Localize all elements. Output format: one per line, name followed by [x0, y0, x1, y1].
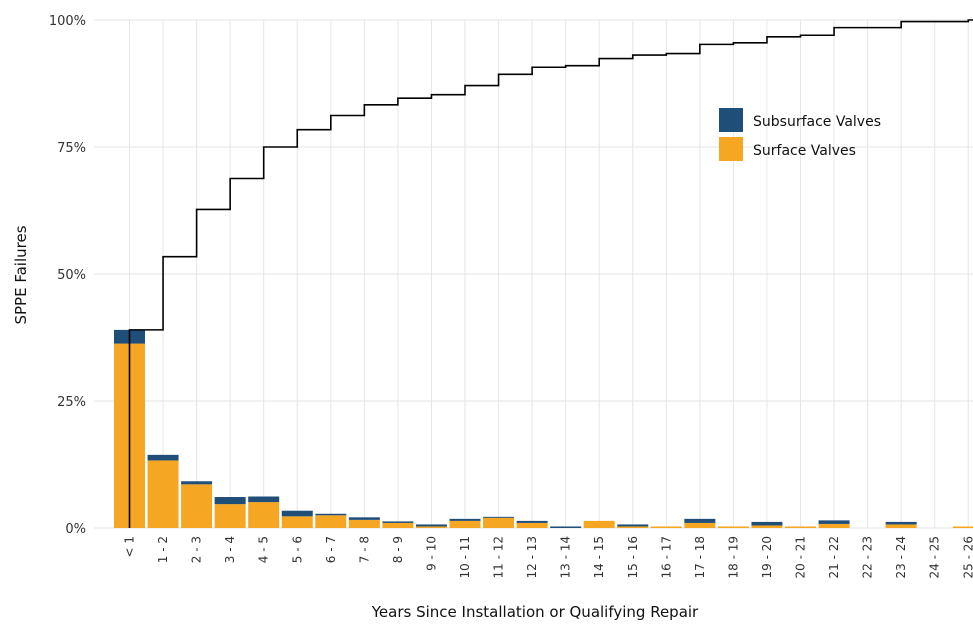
x-tick-label: 7 - 8	[357, 536, 371, 563]
bar-surface-15	[617, 526, 649, 528]
bar-surface-3	[214, 504, 246, 528]
x-tick-label: 18 - 19	[726, 536, 740, 579]
y-tick-label: 25%	[57, 395, 86, 410]
bar-surface-21	[818, 523, 850, 528]
legend-swatch-surface	[719, 137, 743, 161]
bar-surface-12	[516, 522, 548, 528]
bar-surface-6	[315, 515, 347, 528]
x-tick-label: 22 - 23	[861, 536, 875, 579]
bar-subsurface-4	[248, 496, 280, 503]
bar-surface-18	[717, 526, 749, 528]
x-tick-label: 25 - 26	[961, 536, 973, 579]
bar-subsurface-13	[550, 526, 582, 528]
bar-surface-8	[382, 522, 414, 528]
x-tick-label: 14 - 15	[592, 536, 606, 579]
bar-subsurface-7	[348, 517, 380, 520]
legend-label-surface: Surface Valves	[753, 143, 856, 159]
y-axis-title: SPPE Failures	[12, 225, 30, 324]
bar-surface-16	[650, 526, 682, 528]
bar-surface-23	[885, 524, 917, 528]
y-tick-label: 50%	[57, 268, 86, 283]
legend-swatch-subsurface	[719, 108, 743, 132]
x-tick-label: 2 - 3	[190, 536, 204, 563]
y-tick-label: 100%	[49, 14, 86, 29]
bar-surface-14	[583, 520, 615, 528]
y-tick-labels: 0% 25% 50% 75% 100%	[49, 14, 86, 537]
bar-subsurface-12	[516, 520, 548, 523]
bar-subsurface-19	[751, 521, 783, 526]
bar-surface-19	[751, 525, 783, 528]
bar-subsurface-23	[885, 521, 917, 525]
x-tick-label: 9 - 10	[424, 536, 438, 571]
x-tick-label: 3 - 4	[223, 536, 237, 563]
x-tick-label: 13 - 14	[559, 536, 573, 579]
y-tick-label: 75%	[57, 141, 86, 156]
gridlines	[94, 19, 973, 529]
bar-subsurface-3	[214, 497, 246, 505]
bar-surface-11	[483, 517, 515, 528]
bar-subsurface-17	[684, 518, 716, 523]
x-tick-label: 8 - 9	[391, 536, 405, 563]
bar-subsurface-1	[147, 454, 179, 461]
bar-surface-25	[952, 526, 973, 528]
x-tick-labels: < 1 1 - 2 2 - 3 3 - 4 4 - 5 5 - 6 6 - 7 7 - 8 8 …	[123, 536, 973, 579]
bar-subsurface-15	[617, 524, 649, 527]
bar-surface-20	[785, 526, 816, 528]
x-tick-label: 10 - 11	[458, 536, 472, 579]
bar-subsurface-11	[483, 516, 515, 518]
x-tick-label: 23 - 24	[894, 536, 908, 579]
bar-subsurface-5	[281, 510, 313, 517]
bar-subsurface-6	[315, 513, 347, 516]
bar-subsurface-2	[181, 481, 213, 485]
y-tick-label: 0%	[65, 522, 86, 537]
bars	[114, 329, 973, 528]
legend: Subsurface Valves Surface Valves	[719, 108, 881, 161]
bar-surface-2	[181, 484, 213, 528]
x-tick-label: 15 - 16	[626, 536, 640, 579]
bar-surface-4	[248, 502, 280, 528]
x-tick-label: 19 - 20	[760, 536, 774, 579]
x-axis-title: Years Since Installation or Qualifying R…	[371, 603, 699, 621]
bar-subsurface-21	[818, 520, 850, 524]
x-tick-label: 16 - 17	[659, 536, 673, 579]
x-tick-label: 17 - 18	[693, 536, 707, 579]
x-tick-label: 12 - 13	[525, 536, 539, 579]
bar-surface-5	[281, 516, 313, 528]
x-tick-label: 11 - 12	[492, 536, 506, 579]
x-tick-label: 4 - 5	[257, 536, 271, 563]
bar-subsurface-8	[382, 521, 414, 523]
x-tick-label: 5 - 6	[290, 536, 304, 563]
bar-surface-1	[147, 460, 179, 528]
x-tick-label: 6 - 7	[324, 536, 338, 563]
bar-subsurface-9	[415, 524, 447, 527]
x-tick-label: 20 - 21	[794, 536, 808, 579]
bar-surface-17	[684, 522, 716, 528]
cumulative-line-group	[128, 19, 973, 528]
bar-surface-10	[449, 520, 481, 528]
bar-surface-7	[348, 519, 380, 528]
bar-surface-9	[415, 526, 447, 528]
x-tick-label: < 1	[123, 536, 137, 558]
bar-subsurface-10	[449, 518, 481, 521]
cumulative-step-line	[128, 19, 973, 528]
x-tick-label: 1 - 2	[156, 536, 170, 563]
x-tick-label: 21 - 22	[827, 536, 841, 579]
legend-label-subsurface: Subsurface Valves	[753, 114, 881, 130]
x-tick-label: 24 - 25	[928, 536, 942, 579]
